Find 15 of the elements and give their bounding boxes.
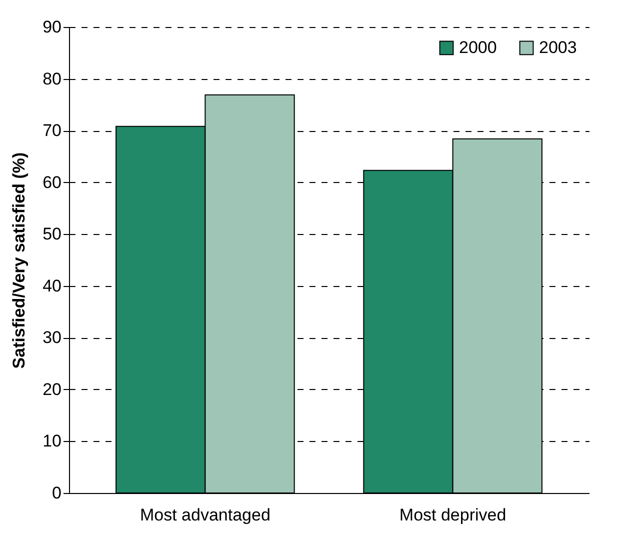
y-tick-label: 90 bbox=[42, 18, 62, 36]
y-tick-label: 0 bbox=[52, 484, 62, 502]
y-tick-label: 20 bbox=[42, 380, 62, 399]
legend-label: 2003 bbox=[539, 38, 577, 57]
y-tick-label: 70 bbox=[42, 121, 62, 140]
legend-label: 2000 bbox=[459, 38, 497, 57]
y-tick-label: 40 bbox=[42, 276, 62, 296]
y-tick-label: 10 bbox=[42, 432, 62, 451]
y-axis-title: Satisfied/Very satisfied (%) bbox=[10, 152, 29, 369]
y-tick-label: 60 bbox=[42, 172, 62, 192]
x-tick-label: Most advantaged bbox=[140, 506, 270, 524]
y-tick-label: 80 bbox=[42, 69, 62, 88]
y-tick-label: 30 bbox=[42, 328, 62, 348]
x-tick-label: Most deprived bbox=[399, 506, 506, 524]
y-tick-label: 50 bbox=[42, 224, 62, 244]
